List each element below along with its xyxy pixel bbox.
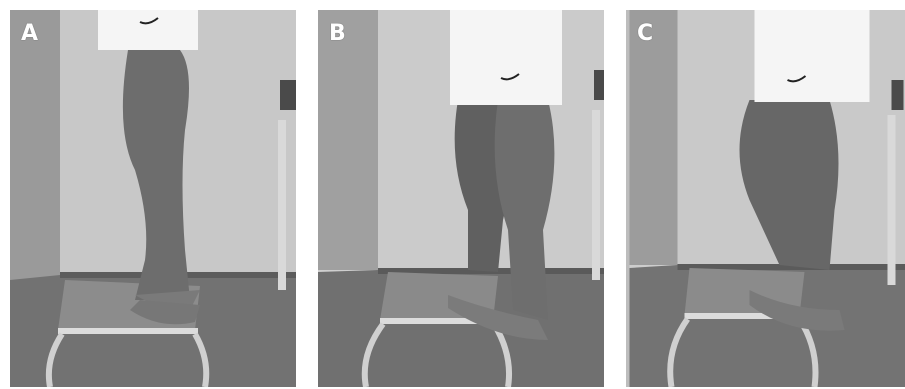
photo-panel-b: B	[318, 10, 604, 387]
photo-a	[10, 10, 296, 387]
photo-b	[318, 10, 604, 387]
photo-c	[629, 10, 905, 387]
nike-logo-icon	[139, 17, 159, 25]
photo-panel-c: C	[626, 10, 905, 387]
photo-panel-a: A	[10, 10, 296, 387]
nike-logo-icon	[787, 75, 807, 83]
nike-logo-icon	[500, 73, 520, 81]
panel-label-a: A	[21, 21, 39, 46]
panel-label-c: C	[637, 21, 654, 46]
panel-label-b: B	[329, 21, 346, 46]
